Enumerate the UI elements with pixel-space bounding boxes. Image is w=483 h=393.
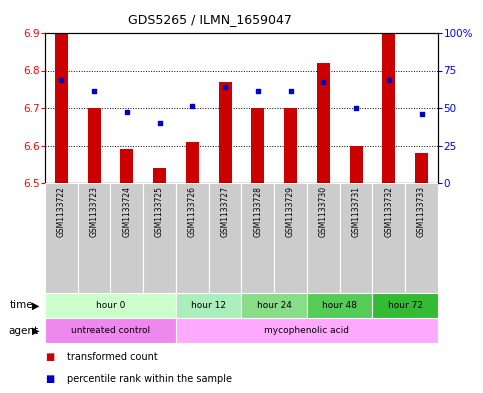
Bar	[251, 108, 264, 183]
Bar	[307, 293, 372, 318]
Bar	[111, 183, 143, 293]
Bar	[87, 108, 100, 183]
Text: hour 48: hour 48	[322, 301, 357, 310]
Text: GSM1133727: GSM1133727	[221, 186, 229, 237]
Point	[418, 110, 426, 117]
Text: hour 12: hour 12	[191, 301, 226, 310]
Point	[352, 105, 360, 111]
Point	[123, 108, 131, 115]
Bar	[78, 183, 111, 293]
Text: time: time	[10, 301, 33, 310]
Text: hour 72: hour 72	[388, 301, 423, 310]
Text: agent: agent	[8, 325, 38, 336]
Text: GSM1133733: GSM1133733	[417, 186, 426, 237]
Bar	[153, 168, 166, 183]
Point	[385, 77, 393, 83]
Text: percentile rank within the sample: percentile rank within the sample	[67, 374, 232, 384]
Bar	[340, 183, 372, 293]
Text: GSM1133730: GSM1133730	[319, 186, 328, 237]
Bar	[242, 183, 274, 293]
Bar	[242, 293, 307, 318]
Text: ■: ■	[45, 352, 54, 362]
Bar	[176, 293, 242, 318]
Text: ■: ■	[45, 374, 54, 384]
Text: ▶: ▶	[32, 301, 40, 310]
Point	[221, 84, 229, 90]
Text: GSM1133723: GSM1133723	[90, 186, 99, 237]
Bar	[307, 183, 340, 293]
Text: GSM1133726: GSM1133726	[188, 186, 197, 237]
Bar	[415, 153, 428, 183]
Text: GSM1133728: GSM1133728	[254, 186, 262, 237]
Point	[57, 77, 65, 83]
Bar	[284, 108, 297, 183]
Text: GSM1133725: GSM1133725	[155, 186, 164, 237]
Text: GSM1133722: GSM1133722	[57, 186, 66, 237]
Bar	[45, 318, 176, 343]
Text: hour 24: hour 24	[257, 301, 292, 310]
Point	[320, 79, 327, 85]
Text: mycophenolic acid: mycophenolic acid	[265, 326, 350, 335]
Text: GSM1133724: GSM1133724	[122, 186, 131, 237]
Bar	[120, 149, 133, 183]
Text: transformed count: transformed count	[67, 352, 157, 362]
Bar	[350, 145, 363, 183]
Bar	[55, 33, 68, 183]
Bar	[186, 142, 199, 183]
Text: ▶: ▶	[32, 325, 40, 336]
Bar	[176, 318, 438, 343]
Text: untreated control: untreated control	[71, 326, 150, 335]
Point	[254, 88, 262, 94]
Bar	[209, 183, 242, 293]
Bar	[45, 293, 176, 318]
Bar	[317, 63, 330, 183]
Bar	[176, 183, 209, 293]
Bar	[143, 183, 176, 293]
Bar	[219, 82, 232, 183]
Text: GSM1133732: GSM1133732	[384, 186, 393, 237]
Point	[156, 120, 163, 126]
Point	[188, 103, 196, 109]
Point	[90, 88, 98, 94]
Text: GSM1133729: GSM1133729	[286, 186, 295, 237]
Bar	[372, 183, 405, 293]
Text: GDS5265 / ILMN_1659047: GDS5265 / ILMN_1659047	[128, 13, 292, 26]
Text: hour 0: hour 0	[96, 301, 125, 310]
Text: GSM1133731: GSM1133731	[352, 186, 361, 237]
Bar	[274, 183, 307, 293]
Point	[287, 88, 295, 94]
Bar	[372, 293, 438, 318]
Bar	[383, 33, 396, 183]
Bar	[45, 183, 78, 293]
Bar	[405, 183, 438, 293]
